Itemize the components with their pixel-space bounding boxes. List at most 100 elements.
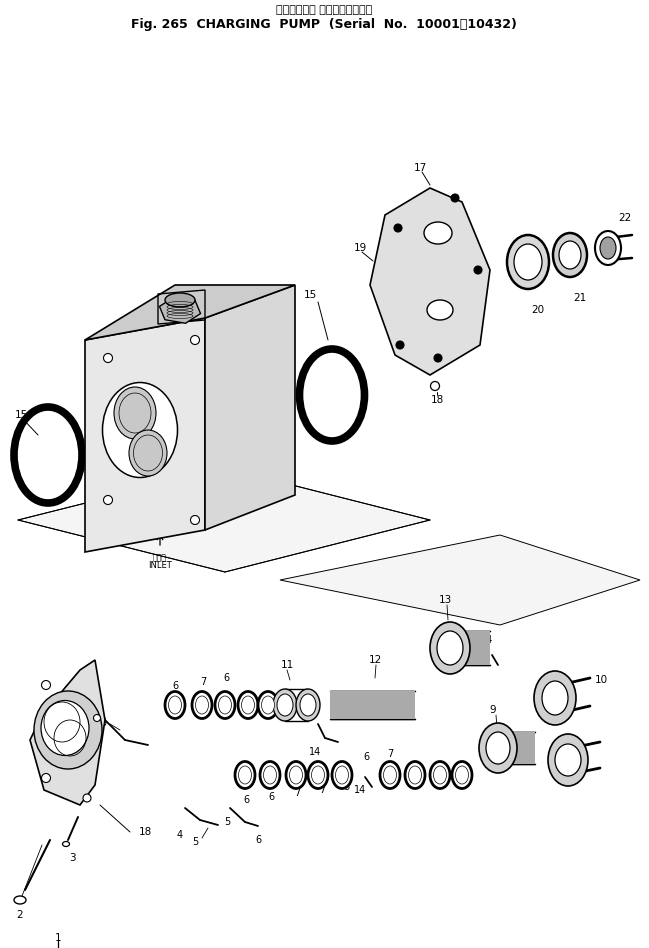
- Ellipse shape: [300, 694, 316, 716]
- Ellipse shape: [238, 691, 258, 719]
- Circle shape: [451, 194, 459, 202]
- Ellipse shape: [380, 761, 400, 789]
- Ellipse shape: [430, 761, 450, 789]
- Polygon shape: [370, 188, 490, 375]
- Ellipse shape: [195, 696, 208, 714]
- Polygon shape: [205, 285, 295, 530]
- Text: 14: 14: [354, 785, 366, 795]
- Circle shape: [103, 354, 112, 362]
- Bar: [508, 732, 535, 764]
- Ellipse shape: [41, 701, 89, 756]
- Ellipse shape: [336, 766, 349, 784]
- Ellipse shape: [384, 766, 397, 784]
- Ellipse shape: [332, 761, 352, 789]
- Ellipse shape: [289, 766, 302, 784]
- Ellipse shape: [542, 681, 568, 715]
- Text: 13: 13: [438, 595, 452, 605]
- Text: 6: 6: [172, 681, 178, 691]
- Ellipse shape: [452, 761, 472, 789]
- Ellipse shape: [258, 691, 278, 719]
- Ellipse shape: [548, 734, 588, 786]
- Ellipse shape: [165, 293, 195, 307]
- Text: Fig. 265  CHARGING  PUMP  (Serial  No.  10001～10432): Fig. 265 CHARGING PUMP (Serial No. 10001…: [131, 17, 517, 30]
- Ellipse shape: [165, 691, 185, 719]
- Text: 14: 14: [481, 635, 493, 645]
- Ellipse shape: [479, 723, 517, 773]
- Circle shape: [42, 774, 51, 782]
- Text: 8: 8: [343, 782, 349, 792]
- Text: 7: 7: [294, 788, 300, 798]
- Circle shape: [396, 341, 404, 349]
- Text: 9: 9: [490, 705, 496, 715]
- Text: 7: 7: [319, 785, 325, 795]
- Circle shape: [474, 266, 482, 274]
- Text: 10: 10: [595, 675, 608, 685]
- Circle shape: [434, 354, 442, 362]
- Text: 20: 20: [532, 305, 545, 315]
- Text: 4: 4: [177, 830, 183, 840]
- Ellipse shape: [129, 430, 167, 476]
- Text: 6: 6: [363, 752, 369, 762]
- Ellipse shape: [555, 744, 581, 776]
- Ellipse shape: [408, 766, 421, 784]
- Text: 6: 6: [223, 673, 229, 683]
- Ellipse shape: [308, 761, 328, 789]
- Ellipse shape: [169, 696, 182, 714]
- Polygon shape: [30, 660, 105, 805]
- Text: 5: 5: [192, 837, 198, 847]
- Polygon shape: [85, 285, 295, 340]
- Text: 7: 7: [387, 749, 393, 759]
- Text: 1: 1: [55, 933, 61, 943]
- Text: 11: 11: [280, 660, 293, 670]
- Ellipse shape: [260, 761, 280, 789]
- Ellipse shape: [600, 237, 616, 259]
- Ellipse shape: [312, 766, 324, 784]
- Text: 15: 15: [303, 290, 317, 300]
- Text: チャージング ポンプ（適用号機: チャージング ポンプ（適用号機: [276, 5, 372, 15]
- Ellipse shape: [430, 622, 470, 674]
- Polygon shape: [280, 535, 640, 625]
- Text: 4: 4: [85, 705, 91, 715]
- Ellipse shape: [553, 233, 587, 277]
- Polygon shape: [160, 297, 201, 323]
- Text: 12: 12: [369, 655, 382, 665]
- Ellipse shape: [192, 691, 212, 719]
- Circle shape: [103, 496, 112, 504]
- Circle shape: [191, 336, 199, 344]
- Ellipse shape: [507, 235, 549, 289]
- Ellipse shape: [286, 761, 306, 789]
- Ellipse shape: [262, 696, 275, 714]
- Text: 17: 17: [413, 163, 426, 173]
- Ellipse shape: [486, 732, 510, 764]
- Ellipse shape: [273, 689, 297, 721]
- Bar: [330, 691, 415, 719]
- Text: 吸込口: 吸込口: [153, 554, 167, 562]
- Text: 22: 22: [618, 213, 631, 223]
- Text: 3: 3: [69, 853, 75, 863]
- Text: OUTLET: OUTLET: [228, 296, 261, 304]
- Ellipse shape: [559, 241, 581, 269]
- Ellipse shape: [114, 387, 156, 439]
- Ellipse shape: [238, 766, 252, 784]
- Text: INLET: INLET: [148, 561, 172, 571]
- Text: 6: 6: [268, 792, 274, 802]
- Text: 14: 14: [309, 747, 321, 757]
- Ellipse shape: [405, 761, 425, 789]
- Text: 5: 5: [224, 817, 230, 827]
- Ellipse shape: [424, 222, 452, 244]
- Text: 7: 7: [200, 677, 206, 687]
- Ellipse shape: [235, 761, 255, 789]
- Polygon shape: [85, 318, 205, 552]
- Ellipse shape: [103, 382, 177, 478]
- Ellipse shape: [263, 766, 276, 784]
- Text: 18: 18: [138, 827, 152, 837]
- Text: 19: 19: [353, 243, 367, 253]
- Ellipse shape: [534, 671, 576, 725]
- Ellipse shape: [241, 696, 254, 714]
- Ellipse shape: [595, 231, 621, 265]
- Ellipse shape: [277, 694, 293, 716]
- Ellipse shape: [437, 631, 463, 665]
- Circle shape: [430, 381, 439, 391]
- Text: 16: 16: [138, 327, 152, 337]
- Ellipse shape: [456, 766, 469, 784]
